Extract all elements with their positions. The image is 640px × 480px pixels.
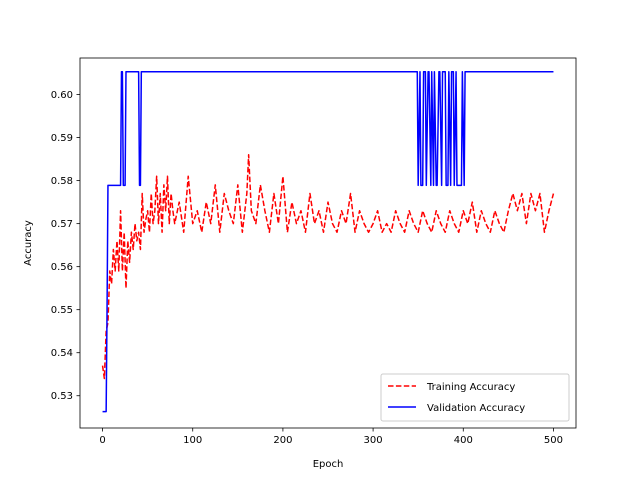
- legend-box: [380, 373, 570, 422]
- y-tick-label: 0.55: [51, 305, 73, 316]
- y-axis-label: Accuracy: [23, 220, 34, 266]
- x-tick-label: 400: [454, 435, 473, 446]
- y-tick-label: 0.59: [51, 133, 73, 144]
- legend: Training Accuracy Validation Accuracy: [380, 373, 570, 422]
- series-layer: [101, 71, 555, 413]
- y-tick-label: 0.56: [51, 262, 73, 273]
- y-axis-ticks: 0.53 0.54 0.55 0.56 0.57 0.58 0.59 0.60: [51, 90, 80, 402]
- x-tick-label: 100: [183, 435, 202, 446]
- plot-area: [80, 58, 576, 428]
- x-axis-label: Epoch: [313, 459, 344, 470]
- x-axis-ticks: 0 100 200 300 400 500: [99, 428, 563, 446]
- y-tick-label: 0.58: [51, 176, 73, 187]
- y-tick-label: 0.57: [51, 219, 73, 230]
- x-tick-label: 300: [364, 435, 383, 446]
- training-accuracy-line: [101, 154, 555, 380]
- x-tick-label: 0: [99, 435, 105, 446]
- x-tick-label: 200: [273, 435, 292, 446]
- x-tick-label: 500: [544, 435, 563, 446]
- y-tick-label: 0.54: [51, 348, 73, 359]
- y-tick-label: 0.60: [51, 90, 73, 101]
- legend-label-validation: Validation Accuracy: [427, 403, 525, 414]
- legend-label-training: Training Accuracy: [426, 382, 515, 393]
- y-tick-label: 0.53: [51, 391, 73, 402]
- validation-accuracy-line: [102, 71, 554, 413]
- plot-frame: [79, 57, 577, 429]
